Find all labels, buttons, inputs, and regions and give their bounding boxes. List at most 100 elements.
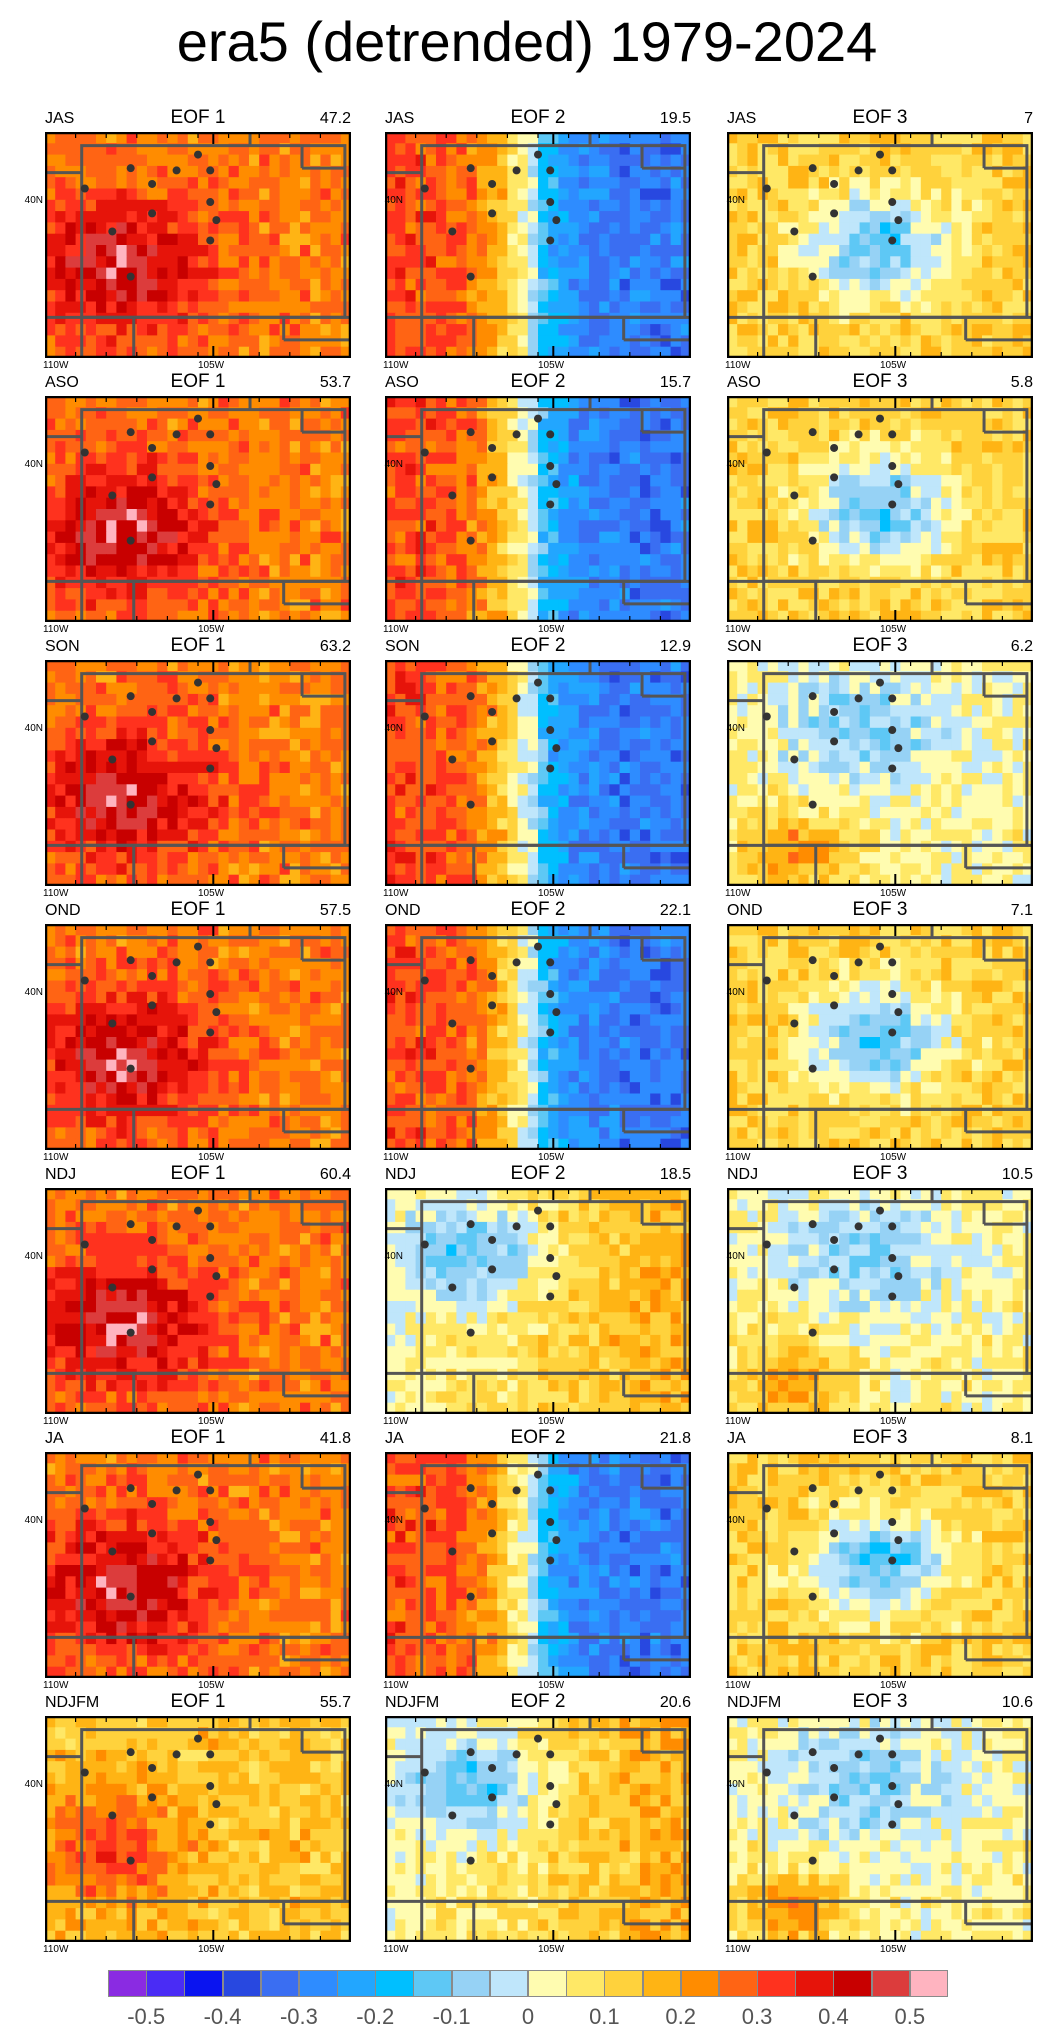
map-cell xyxy=(65,290,77,303)
map-cell xyxy=(279,610,291,622)
map-cell xyxy=(849,188,861,201)
map-cell xyxy=(259,154,270,167)
map-cell xyxy=(920,531,932,544)
map-cell xyxy=(96,610,107,622)
map-cell xyxy=(405,806,417,819)
map-cell xyxy=(818,188,830,201)
map-cell xyxy=(818,165,830,178)
map-cell xyxy=(568,750,580,763)
map-cell xyxy=(300,727,311,740)
map-cell xyxy=(650,660,661,672)
map-cell xyxy=(147,599,158,612)
map-cell xyxy=(187,761,199,774)
map-cell xyxy=(737,301,748,314)
map-cell xyxy=(126,761,138,774)
map-cell xyxy=(177,463,189,476)
map-cell xyxy=(300,256,311,269)
map-cell xyxy=(778,441,789,454)
map-cell xyxy=(869,509,881,521)
map-cell xyxy=(116,429,128,442)
map-cell xyxy=(680,346,691,358)
map-cell xyxy=(65,531,77,544)
map-cell xyxy=(218,256,230,269)
map-cell xyxy=(187,660,199,672)
map-cell xyxy=(900,222,912,235)
map-cell xyxy=(300,188,311,201)
map-cell xyxy=(951,599,963,612)
map-cell xyxy=(436,199,447,212)
station-dot xyxy=(894,480,903,489)
map-cell xyxy=(992,188,1003,201)
map-cell xyxy=(425,497,437,510)
map-cell xyxy=(839,233,850,246)
map-cell xyxy=(660,177,672,190)
map-cell xyxy=(961,188,973,201)
map-cell xyxy=(961,177,973,190)
map-cell xyxy=(446,418,457,431)
map-cell xyxy=(931,599,942,612)
map-cell xyxy=(320,716,332,729)
map-cell xyxy=(517,610,529,622)
map-cell xyxy=(640,301,651,314)
map-cell xyxy=(187,222,199,235)
map-cell xyxy=(629,610,641,622)
map-cell xyxy=(747,588,759,600)
map-cell xyxy=(538,199,549,212)
map-cell xyxy=(456,290,468,303)
map-cell xyxy=(55,211,66,223)
map-cell xyxy=(578,727,590,740)
map-cell xyxy=(920,554,932,567)
map-cell xyxy=(558,267,570,280)
map-cell xyxy=(619,727,631,740)
map-cell xyxy=(466,396,478,408)
map-cell xyxy=(45,599,56,612)
map-cell xyxy=(85,509,97,521)
map-cell xyxy=(446,660,457,672)
map-cell xyxy=(497,233,508,246)
map-cell xyxy=(395,671,406,684)
map-cell xyxy=(198,693,209,706)
map-cell xyxy=(126,452,138,465)
map-cell xyxy=(747,256,759,269)
map-cell xyxy=(869,588,881,600)
map-cell xyxy=(599,475,610,487)
map-cell xyxy=(45,542,56,555)
map-cell xyxy=(798,165,810,178)
map-cell xyxy=(259,211,270,223)
map-cell xyxy=(405,245,417,257)
map-cell xyxy=(517,290,529,303)
map-cell xyxy=(198,154,209,167)
map-cell xyxy=(310,177,321,190)
station-dot xyxy=(148,209,157,218)
map-cell xyxy=(167,599,179,612)
map-cell xyxy=(808,143,820,156)
map-cell xyxy=(849,565,861,578)
map-cell xyxy=(177,245,189,257)
map-cell xyxy=(650,761,661,774)
map-cell xyxy=(65,852,77,864)
map-cell xyxy=(578,278,590,291)
map-cell xyxy=(238,542,250,555)
map-cell xyxy=(136,610,148,622)
map-cell xyxy=(507,727,519,740)
season-label: ASO xyxy=(727,374,761,391)
map-cell xyxy=(660,716,672,729)
map-cell xyxy=(747,542,759,555)
map-cell xyxy=(106,245,117,257)
map-cell xyxy=(818,531,830,544)
map-cell xyxy=(85,199,97,212)
map-cell xyxy=(548,245,559,257)
map-cell xyxy=(106,795,117,808)
map-cell xyxy=(116,610,128,622)
station-dot xyxy=(534,414,542,423)
map-cell xyxy=(476,599,488,612)
map-cell xyxy=(538,463,549,476)
map-cell xyxy=(167,188,179,201)
map-cell xyxy=(269,245,281,257)
map-cell xyxy=(900,588,912,600)
map-cell xyxy=(527,463,539,476)
map-cell xyxy=(869,335,881,348)
map-cell xyxy=(890,475,901,487)
map-cell xyxy=(238,407,250,420)
map-cell xyxy=(436,154,447,167)
